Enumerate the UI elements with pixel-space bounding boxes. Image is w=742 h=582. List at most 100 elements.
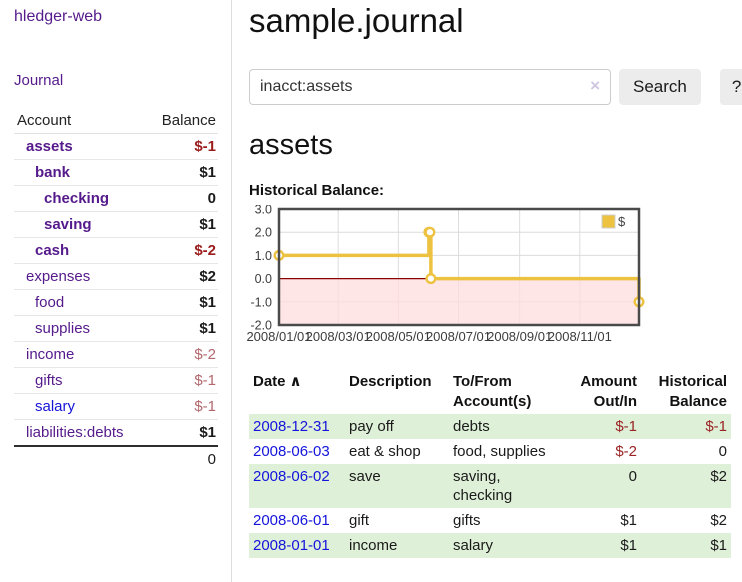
account-name-cell: liabilities:debts [14, 419, 148, 447]
account-link[interactable]: gifts [35, 372, 63, 389]
svg-text:-1.0: -1.0 [250, 295, 272, 309]
account-page-title: assets [249, 129, 333, 161]
transaction-date-cell: 2008-06-01 [249, 508, 345, 533]
svg-text:2008/11/01: 2008/11/01 [548, 329, 612, 344]
account-name-cell: bank [14, 159, 148, 186]
account-name-cell: salary [14, 393, 148, 420]
accounts-header-balance: Balance [147, 108, 218, 134]
account-row: bank $1 [14, 159, 218, 186]
transaction-balance: $-1 [641, 414, 731, 439]
account-link[interactable]: bank [35, 164, 71, 181]
transaction-date-cell: 2008-12-31 [249, 414, 345, 439]
account-row: food $1 [14, 289, 218, 316]
transaction-balance: $2 [710, 512, 727, 529]
sort-asc-icon: ∧ [289, 373, 302, 390]
historical-balance-chart: -2.0 -1.0 0.0 1.0 2.0 3.0 2008/01/01 2008/03/01… [243, 203, 742, 354]
account-name-cell: income [14, 341, 148, 368]
transaction-date-cell: 2008-06-03 [249, 439, 345, 464]
transaction-accounts: food, supplies [449, 439, 575, 464]
chart-legend: $ [601, 214, 626, 229]
account-balance: $1 [147, 159, 218, 186]
transaction-row: 2008-06-01 gift gifts $1 $2 [249, 508, 731, 533]
transaction-balance: $2 [641, 464, 731, 508]
account-link[interactable]: cash [35, 242, 70, 259]
transaction-date-cell: 2008-01-01 [249, 533, 345, 558]
sidebar-nav: Journal [14, 72, 231, 90]
account-row: expenses $2 [14, 263, 218, 290]
account-balance: $1 [147, 289, 218, 316]
account-name-cell: gifts [14, 367, 148, 394]
transaction-row: 2008-12-31 pay off debts $-1 $-1 [249, 414, 731, 439]
search-input[interactable] [249, 69, 611, 105]
account-link[interactable]: checking [44, 190, 110, 207]
account-link[interactable]: salary [35, 398, 76, 415]
account-row: salary $-1 [14, 393, 218, 420]
date-link[interactable]: 2008-06-01 [253, 512, 330, 529]
account-row: supplies $1 [14, 315, 218, 342]
account-link[interactable]: income [26, 346, 75, 363]
account-name-cell: assets [14, 133, 148, 160]
account-link[interactable]: supplies [35, 320, 91, 337]
account-name-cell: supplies [14, 315, 148, 342]
account-balance: $1 [147, 315, 218, 342]
account-name-cell: food [14, 289, 148, 316]
clear-search-icon[interactable]: × [590, 76, 600, 95]
transaction-accounts-text: debts [453, 418, 490, 435]
brand-link[interactable]: hledger-web [14, 8, 103, 25]
account-link[interactable]: saving [44, 216, 92, 233]
account-name-cell: cash [14, 237, 148, 264]
account-row: saving $1 [14, 211, 218, 238]
register-header-description: Description [349, 373, 432, 390]
transaction-date-cell: 2008-06-02 [249, 464, 345, 508]
date-link[interactable]: 2008-06-02 [253, 468, 330, 485]
account-balance: $-2 [147, 237, 218, 264]
register-header-row: Date ∧ Description To/From Account(s) Amount… [249, 370, 731, 414]
date-link[interactable]: 2008-12-31 [253, 418, 330, 435]
account-link[interactable]: liabilities:debts [26, 424, 124, 441]
account-name-cell: checking [14, 185, 148, 212]
register-header-date[interactable]: Date ∧ [253, 373, 302, 390]
transaction-accounts-text: food, supplies [453, 443, 546, 460]
transaction-balance: $1 [641, 533, 731, 558]
chart-label: Historical Balance: [249, 182, 385, 199]
svg-text:2008/05/01: 2008/05/01 [366, 329, 431, 344]
account-balance: $-1 [147, 393, 218, 420]
search-bar: × Search ? [249, 69, 742, 105]
transaction-row: 2008-06-02 save saving, checking 0 $2 [249, 464, 731, 508]
search-button[interactable]: Search [619, 69, 701, 105]
svg-text:$: $ [618, 214, 626, 229]
account-link[interactable]: assets [26, 138, 73, 155]
sidebar-item-journal[interactable]: Journal [14, 72, 64, 89]
account-link[interactable]: expenses [26, 268, 91, 285]
date-link[interactable]: 2008-01-01 [253, 537, 330, 554]
transaction-description: eat & shop [349, 443, 421, 460]
svg-text:-2.0: -2.0 [250, 319, 272, 333]
account-row: income $-2 [14, 341, 218, 368]
transaction-row: 2008-01-01 income salary $1 $1 [249, 533, 731, 558]
date-link[interactable]: 2008-06-03 [253, 443, 330, 460]
search-input-wrap: × [249, 69, 611, 105]
historical-balance-chart-svg: -2.0 -1.0 0.0 1.0 2.0 3.0 2008/01/012008/03/01… [246, 203, 645, 344]
account-balance: $2 [147, 263, 218, 290]
accounts-total-balance: 0 [147, 445, 218, 472]
transaction-accounts: gifts [449, 508, 575, 533]
transaction-accounts: saving, checking [449, 464, 575, 508]
svg-text:2008/03/01: 2008/03/01 [306, 329, 371, 344]
transaction-amount: 0 [575, 464, 641, 508]
account-balance: $1 [147, 211, 218, 238]
account-name-cell: expenses [14, 263, 148, 290]
account-balance: $-1 [147, 367, 218, 394]
account-name-cell: saving [14, 211, 148, 238]
transaction-amount: $1 [575, 533, 641, 558]
transaction-row: 2008-06-03 eat & shop food, supplies $-2 0 [249, 439, 731, 464]
account-link[interactable]: food [35, 294, 65, 311]
transaction-accounts: debts [449, 414, 575, 439]
register-table: Date ∧ Description To/From Account(s) Amount… [249, 370, 731, 558]
accounts-table-body: assets $-1 bank $1 checking 0 saving $1 cash $-2 e… [14, 133, 218, 447]
register-header-amount-out-in: Amount Out/In [580, 373, 637, 410]
transaction-description: pay off [345, 414, 449, 439]
transaction-accounts-text: salary [453, 537, 494, 554]
help-button[interactable]: ? [719, 69, 742, 105]
svg-text:0.0: 0.0 [255, 272, 272, 286]
account-row: checking 0 [14, 185, 218, 212]
